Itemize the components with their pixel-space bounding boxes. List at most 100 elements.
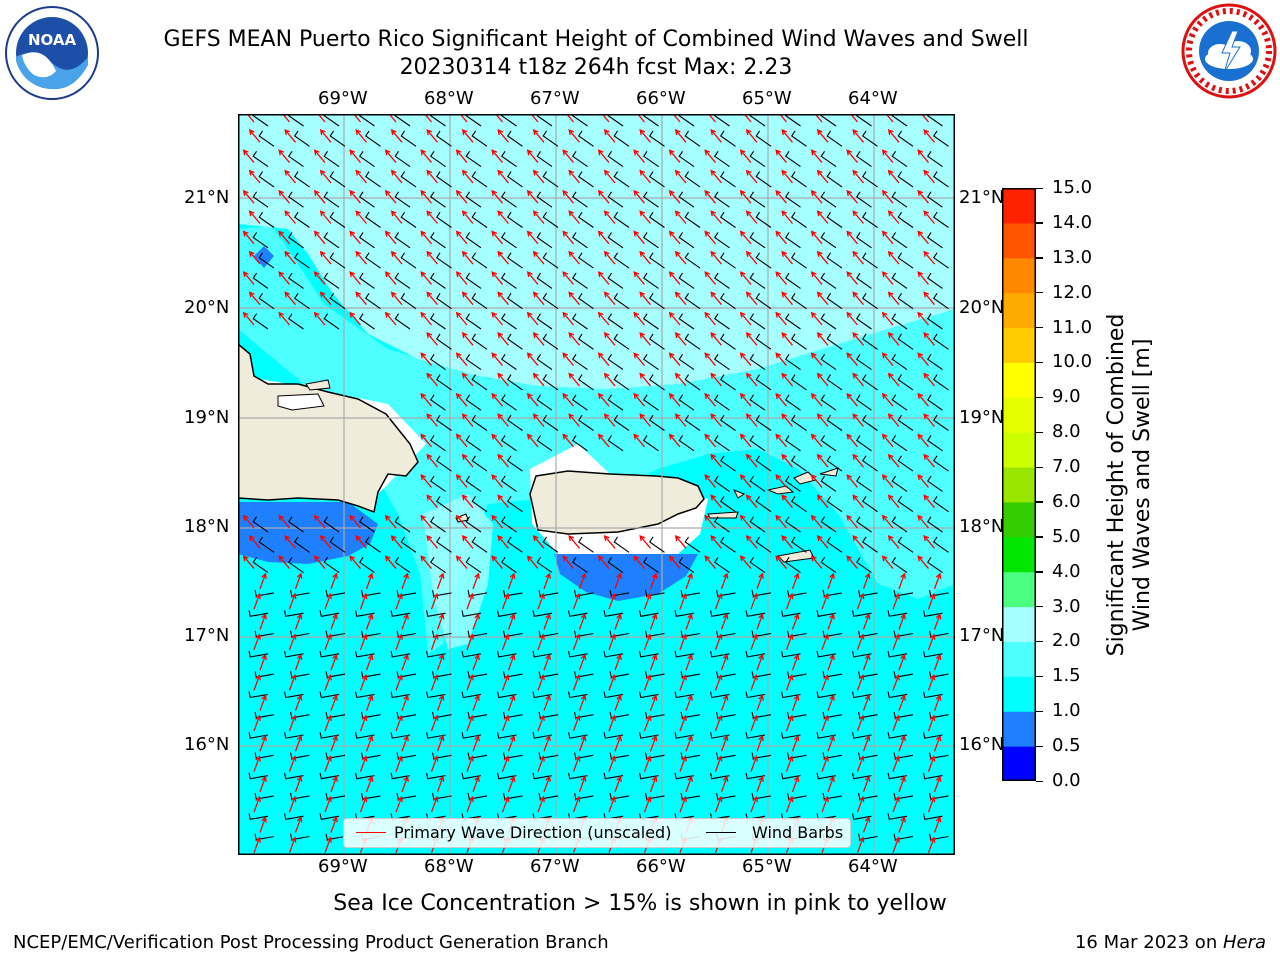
wave-direction-arrow [330,613,338,630]
wind-barb [852,610,872,617]
wave-direction-arrow [562,189,574,204]
wave-direction-arrow [248,291,261,306]
wave-direction-arrow [461,129,474,143]
colorbar-tick-label: 5.0 [1052,525,1081,547]
wind-barb [252,556,269,574]
wind-barb [542,374,559,391]
wave-direction-arrow [710,332,722,346]
wave-direction-arrow [603,372,616,387]
wind-barb [572,232,588,249]
wind-barb [785,475,801,492]
wind-barb [609,752,630,760]
wind-barb [465,353,482,371]
wave-direction-arrow [248,129,261,143]
wave-direction-arrow [643,755,652,772]
wave-direction-arrow [426,250,438,265]
wave-band-0.5-1-hispaniola [238,502,378,564]
colorbar-block [1002,571,1036,608]
wave-direction-arrow [248,169,261,184]
wind-barb [323,516,340,533]
wind-barb [716,671,736,678]
wind-barb [893,630,914,638]
wave-and-wind-vectors [242,114,949,855]
wave-direction-arrow [862,816,871,833]
wave-direction-arrow [324,633,332,651]
wave-direction-arrow [881,433,894,448]
wave-direction-arrow [313,271,326,285]
wind-barb [714,516,730,533]
wave-direction-arrow [739,474,752,488]
wind-barb [862,252,878,269]
wave-direction-arrow [492,114,503,123]
wave-direction-arrow [633,149,645,164]
wind-barb [716,711,736,719]
colorbar-tick-mark [1036,780,1043,782]
wind-barb [290,671,310,678]
wave-direction-arrow [319,210,332,224]
wave-direction-arrow [532,413,545,427]
wave-direction-arrow [892,592,900,610]
wave-direction-arrow [649,734,658,752]
colorbar-tick-label: 4.0 [1052,560,1081,582]
wave-direction-arrow [288,592,297,610]
wind-barb [749,232,766,249]
wind-barb [578,536,594,553]
colorbar-tick-mark [1036,571,1043,573]
wind-barb [820,394,837,411]
wave-direction-arrow [390,129,403,143]
wave-direction-arrow [284,210,296,224]
wave-direction-arrow [401,653,409,671]
legend-barb-label: Wind Barbs [752,823,844,842]
wind-barb [927,114,943,127]
wave-direction-arrow [365,572,374,590]
wave-direction-arrow [294,775,303,793]
wave-direction-arrow [668,555,681,570]
wave-direction-arrow [384,149,397,164]
wind-barb [887,610,908,617]
wave-direction-arrow [810,392,823,407]
wind-barb [787,711,807,719]
wind-barb [436,211,452,228]
wind-barb [284,650,304,658]
wind-barb [436,333,452,350]
wind-barb [258,130,275,147]
wind-barb [578,130,594,147]
wind-barb [254,793,275,800]
wave-direction-arrow [927,755,936,772]
wind-barb [927,353,943,371]
wind-barb [714,272,730,289]
wind-barb [329,293,346,310]
wind-barb [887,650,908,658]
wave-direction-arrow [862,694,871,711]
wave-direction-arrow [501,633,510,651]
wave-direction-arrow [775,230,787,245]
wave-direction-arrow [852,372,864,387]
lon-label-top: 65°W [742,88,792,109]
wind-barb [745,691,766,699]
lon-label-bottom: 64°W [848,856,898,877]
wave-direction-arrow [791,613,800,630]
wave-direction-arrow [597,230,610,245]
wind-barb [542,130,559,147]
wave-direction-arrow [319,535,332,549]
wind-barb [791,496,807,513]
wave-direction-arrow [811,114,823,123]
wind-barb [325,752,346,760]
wind-barb [426,610,446,617]
wave-direction-arrow [927,836,936,854]
map-frame [238,114,955,855]
wind-barb [749,191,766,208]
wind-barb [714,232,730,249]
wind-barb [678,435,695,452]
wind-barb [927,191,943,208]
wind-barb [856,556,872,574]
colorbar-block [1002,327,1036,363]
lon-label-bottom: 66°W [636,856,686,877]
wind-barb [858,711,878,719]
lon-label-top: 68°W [424,88,474,109]
wave-direction-arrow [491,352,503,367]
wind-barb [432,671,452,678]
wave-direction-arrow [603,413,616,427]
wind-barb [680,590,701,597]
wave-direction-arrow [279,114,290,123]
